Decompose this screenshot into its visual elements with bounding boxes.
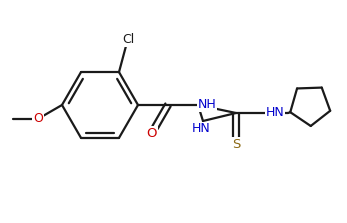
Text: HN: HN	[265, 105, 285, 118]
Text: Cl: Cl	[122, 33, 135, 46]
Text: O: O	[146, 127, 157, 140]
Text: HN: HN	[192, 122, 210, 136]
Text: NH: NH	[198, 97, 217, 111]
Text: S: S	[232, 138, 240, 151]
Text: O: O	[33, 112, 43, 126]
